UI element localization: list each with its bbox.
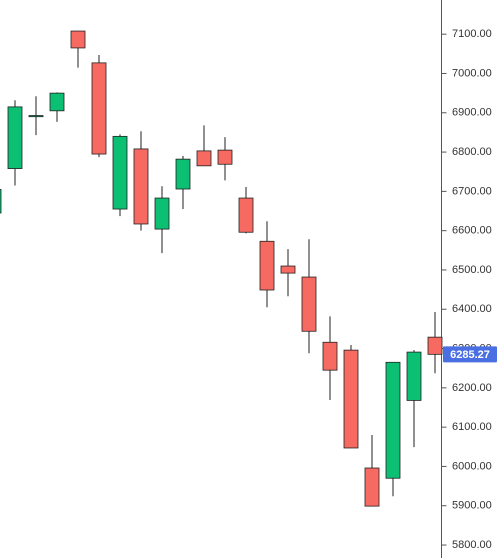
candle-body (91, 62, 107, 155)
candle-body (301, 276, 317, 332)
candle-body (7, 106, 23, 169)
y-tick-label: 6100.00 (452, 421, 492, 433)
y-tick-label: 5800.00 (452, 539, 492, 551)
candle-body (196, 150, 212, 167)
candle-body (0, 189, 2, 214)
candle-body (427, 336, 443, 355)
y-tick-label: 6000.00 (452, 460, 492, 472)
y-tick-label: 6800.00 (452, 146, 492, 158)
y-tick-label: 6400.00 (452, 303, 492, 315)
candle-body (238, 197, 254, 233)
y-tick-label: 6700.00 (452, 185, 492, 197)
y-tick-label: 7100.00 (452, 28, 492, 40)
candle-body (280, 265, 296, 274)
candle-body (112, 135, 128, 210)
last-price-badge (443, 346, 497, 363)
y-tick-label: 6900.00 (452, 107, 492, 119)
candle-body (343, 349, 359, 449)
candle-body (217, 149, 233, 165)
last-price-label: 6285.27 (450, 349, 490, 361)
y-tick-label: 6200.00 (452, 382, 492, 394)
candle-body (49, 92, 65, 112)
y-tick-label: 5900.00 (452, 500, 492, 512)
candle-body (259, 240, 275, 291)
candle-body (322, 341, 338, 371)
candle-body (154, 197, 170, 230)
candle-body (175, 158, 191, 190)
candle-body (28, 115, 44, 118)
candle-body (364, 467, 380, 507)
y-tick-label: 6600.00 (452, 225, 492, 237)
candle-body (133, 148, 149, 225)
y-tick-label: 7000.00 (452, 67, 492, 79)
candle-body (406, 351, 422, 401)
y-tick-label: 6500.00 (452, 264, 492, 276)
candle-body (385, 361, 401, 479)
candle-body (70, 30, 86, 49)
